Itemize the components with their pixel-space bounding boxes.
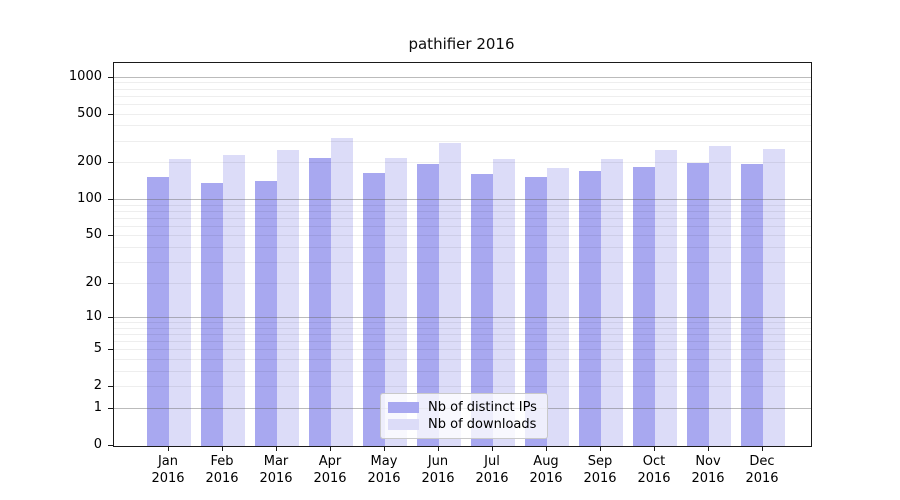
y-tick-mark	[108, 349, 113, 351]
x-tick-mark	[168, 446, 169, 451]
x-tick-mark	[762, 446, 763, 451]
bar-downloads-nov	[709, 145, 731, 446]
bar-ips-dec	[741, 163, 763, 446]
y-tick-mark	[108, 386, 113, 388]
bar-downloads-may	[385, 157, 407, 446]
legend-swatch-distinct-ips	[388, 401, 419, 413]
bar-downloads-jun	[439, 143, 461, 446]
bar-ips-may	[363, 172, 385, 446]
x-tick-label: Aug 2016	[529, 454, 563, 486]
bars-layer	[114, 63, 811, 446]
bar-ips-sep	[579, 170, 601, 446]
x-tick-mark	[708, 446, 709, 451]
y-tick-label: 2	[93, 378, 102, 394]
y-tick-mark	[108, 113, 113, 115]
x-tick-mark	[276, 446, 277, 451]
bar-ips-jun	[417, 164, 439, 446]
x-tick-label: Sep 2016	[583, 454, 617, 486]
y-tick-mark	[108, 198, 113, 200]
y-tick-mark	[108, 162, 113, 164]
bar-downloads-jan	[169, 158, 191, 446]
x-tick-mark	[492, 446, 493, 451]
y-tick-label: 1000	[68, 68, 102, 84]
x-tick-label: Feb 2016	[205, 454, 239, 486]
x-tick-label: Nov 2016	[691, 454, 725, 486]
x-tick-mark	[384, 446, 385, 451]
bar-downloads-jul	[493, 159, 515, 446]
bar-downloads-sep	[601, 159, 623, 446]
x-tick-mark	[330, 446, 331, 451]
x-tick-label: Mar 2016	[259, 454, 293, 486]
y-tick-label: 1	[93, 400, 102, 416]
x-tick-mark	[438, 446, 439, 451]
bar-downloads-oct	[655, 149, 677, 446]
y-tick-mark	[108, 235, 113, 237]
legend-swatch-downloads	[388, 419, 419, 431]
y-tick-mark	[108, 317, 113, 319]
y-tick-mark	[108, 76, 113, 78]
legend-item: Nb of downloads	[388, 417, 540, 432]
plot-area: Nb of distinct IPs Nb of downloads	[113, 62, 812, 447]
bar-downloads-mar	[277, 149, 299, 446]
bar-ips-apr	[309, 157, 331, 446]
x-tick-mark	[222, 446, 223, 451]
bar-ips-mar	[255, 181, 277, 446]
y-tick-mark	[108, 445, 113, 446]
x-tick-mark	[546, 446, 547, 451]
legend-item: Nb of distinct IPs	[388, 400, 540, 415]
y-tick-label: 200	[77, 154, 102, 170]
x-tick-label: Jan 2016	[151, 454, 185, 486]
x-tick-label: Oct 2016	[637, 454, 671, 486]
legend-label: Nb of distinct IPs	[428, 399, 537, 415]
x-tick-label: Apr 2016	[313, 454, 347, 486]
y-tick-label: 100	[77, 190, 102, 206]
x-tick-mark	[600, 446, 601, 451]
x-tick-label: Dec 2016	[745, 454, 779, 486]
x-tick-label: Jul 2016	[475, 454, 509, 486]
bar-ips-oct	[633, 166, 655, 446]
y-tick-label: 500	[77, 105, 102, 121]
y-tick-mark	[108, 282, 113, 284]
legend-label: Nb of downloads	[428, 417, 537, 433]
legend: Nb of distinct IPs Nb of downloads	[380, 393, 548, 439]
bar-ips-nov	[687, 163, 709, 446]
bar-downloads-dec	[763, 148, 785, 446]
y-tick-label: 5	[93, 341, 102, 357]
bar-ips-feb	[201, 182, 223, 446]
x-tick-label: Jun 2016	[421, 454, 455, 486]
bar-ips-jul	[471, 174, 493, 446]
bar-ips-aug	[525, 176, 547, 446]
chart-title: pathifier 2016	[408, 35, 515, 53]
y-tick-label: 50	[85, 227, 102, 243]
bar-ips-jan	[147, 176, 169, 446]
y-tick-label: 10	[85, 309, 102, 325]
y-tick-mark	[108, 408, 113, 410]
x-tick-mark	[654, 446, 655, 451]
y-tick-label: 0	[93, 437, 102, 452]
bar-downloads-aug	[547, 167, 569, 446]
bar-downloads-apr	[331, 137, 353, 446]
y-tick-label: 20	[85, 274, 102, 290]
x-tick-label: May 2016	[367, 454, 401, 486]
bar-downloads-feb	[223, 155, 245, 446]
